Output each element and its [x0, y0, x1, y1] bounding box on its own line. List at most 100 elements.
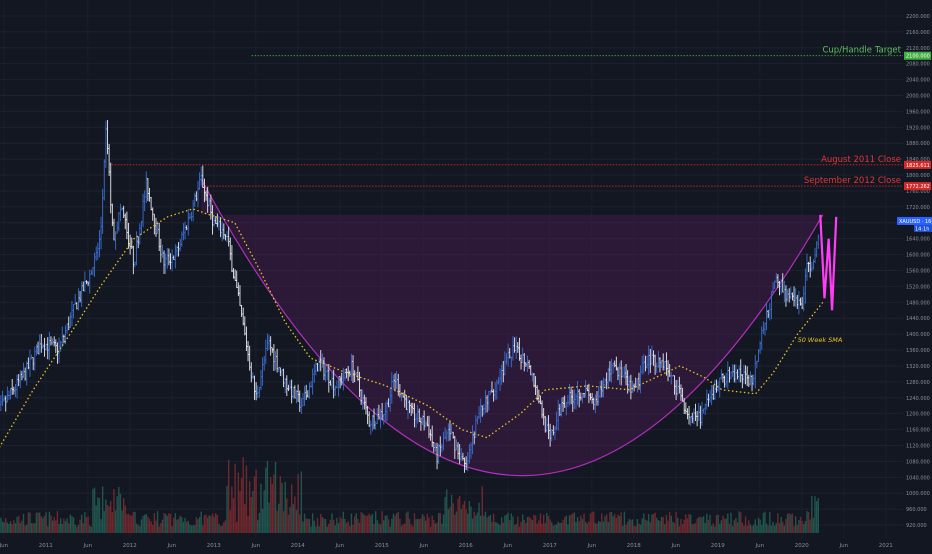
- volume-bar: [420, 518, 422, 533]
- volume-bar: [806, 511, 808, 533]
- volume-bar: [772, 521, 774, 533]
- volume-bar: [5, 518, 7, 533]
- volume-bar: [572, 513, 574, 533]
- volume-bar: [628, 518, 630, 533]
- volume-bar: [662, 517, 664, 533]
- volume-bar: [730, 512, 732, 533]
- volume-bar: [135, 523, 138, 533]
- volume-bar: [198, 517, 201, 533]
- volume-bar: [316, 517, 319, 533]
- volume-bar: [116, 496, 118, 533]
- volume-bar: [323, 518, 325, 533]
- volume-bar: [268, 502, 270, 533]
- volume-bar: [733, 520, 735, 533]
- volume-bar: [245, 465, 248, 533]
- time-tick-label: 2014: [291, 543, 305, 549]
- volume-bar: [565, 515, 567, 533]
- volume-bar: [799, 516, 802, 533]
- volume-bar: [6, 522, 9, 533]
- price-bars: [0, 120, 820, 473]
- volume-bar: [605, 514, 608, 533]
- time-axis[interactable]: Jun 2011 Jun 2012 Jun 2013 Jun 2014 Jun 2015 Jun 20…: [0, 543, 893, 549]
- volume-bar: [685, 514, 687, 533]
- volume-bar: [583, 513, 585, 533]
- volume-bar: [526, 517, 529, 533]
- volume-bar: [378, 523, 380, 533]
- volume-bar: [728, 523, 731, 533]
- volume-bar: [652, 513, 655, 533]
- time-tick-label: 2019: [711, 543, 725, 549]
- volume-bar: [150, 521, 152, 533]
- countdown-tag: [914, 224, 932, 232]
- volume-bar: [379, 524, 382, 533]
- volume-bar: [593, 511, 595, 533]
- volume-bar: [332, 519, 335, 533]
- volume-bar: [657, 520, 660, 533]
- volume-bar: [489, 514, 492, 533]
- volume-bar: [397, 511, 399, 533]
- volume-bar: [670, 515, 672, 533]
- volume-bar: [559, 522, 561, 533]
- time-tick-label: Jun: [755, 543, 765, 549]
- price-tick-label: 1960.000: [906, 109, 930, 115]
- volume-bar: [531, 520, 534, 533]
- volume-bar: [656, 517, 658, 533]
- volume-bar: [111, 512, 114, 533]
- volume-bar: [374, 511, 377, 533]
- volume-bar: [387, 519, 390, 533]
- volume-bar: [502, 522, 504, 533]
- volume-bar: [328, 523, 330, 533]
- volume-bar: [181, 517, 183, 533]
- volume-bar: [675, 512, 677, 533]
- volume-bar: [324, 518, 327, 533]
- volume-bar: [299, 514, 301, 533]
- price-axis-background: [903, 0, 932, 550]
- time-tick-label: Jun: [167, 543, 177, 549]
- volume-bar: [85, 517, 88, 533]
- volume-bar: [358, 522, 361, 533]
- volume-bar: [297, 473, 299, 533]
- volume-bar: [796, 524, 798, 533]
- volume-bar: [326, 526, 328, 533]
- volume-bar: [677, 517, 679, 533]
- volume-bar: [145, 514, 147, 533]
- volume-bar: [460, 509, 462, 533]
- volume-bar: [1, 521, 4, 533]
- volume-bar: [345, 523, 348, 533]
- price-tick-label: 1600.000: [906, 253, 930, 259]
- volume-bar: [719, 523, 721, 533]
- volume-bar: [119, 493, 122, 533]
- volume-bar: [360, 512, 362, 533]
- volume-bar: [163, 513, 165, 533]
- volume-bar: [156, 511, 159, 533]
- price-tag-label: 1772.262: [906, 184, 930, 190]
- volume-bar: [631, 519, 634, 533]
- volume-bar: [465, 509, 467, 533]
- volume-bar: [92, 488, 94, 533]
- volume-bar: [103, 511, 105, 533]
- volume-bar: [21, 520, 23, 533]
- volume-bar: [673, 523, 676, 533]
- volume-bar: [329, 519, 332, 533]
- volume-bar: [504, 515, 506, 533]
- volume-bar: [300, 471, 303, 533]
- price-axis[interactable]: 2200.000 2160.000 2120.000 2080.000 2040.000…: [906, 14, 930, 529]
- volume-bar: [100, 518, 102, 533]
- sma-label: 50 Week SMA: [798, 336, 843, 344]
- volume-bar: [216, 515, 219, 533]
- volume-bar: [37, 512, 39, 533]
- volume-bar: [132, 511, 135, 533]
- volume-bar: [625, 524, 627, 533]
- time-axis-background: [0, 538, 932, 550]
- volume-bar: [538, 520, 540, 533]
- volume-bar: [399, 518, 401, 533]
- volume-bar: [814, 496, 816, 533]
- volume-bar: [17, 515, 20, 533]
- volume-bar: [437, 512, 440, 533]
- volume-bar: [171, 526, 173, 533]
- volume-bar: [609, 512, 611, 533]
- volume-bar: [313, 520, 315, 533]
- volume-bar: [660, 516, 663, 533]
